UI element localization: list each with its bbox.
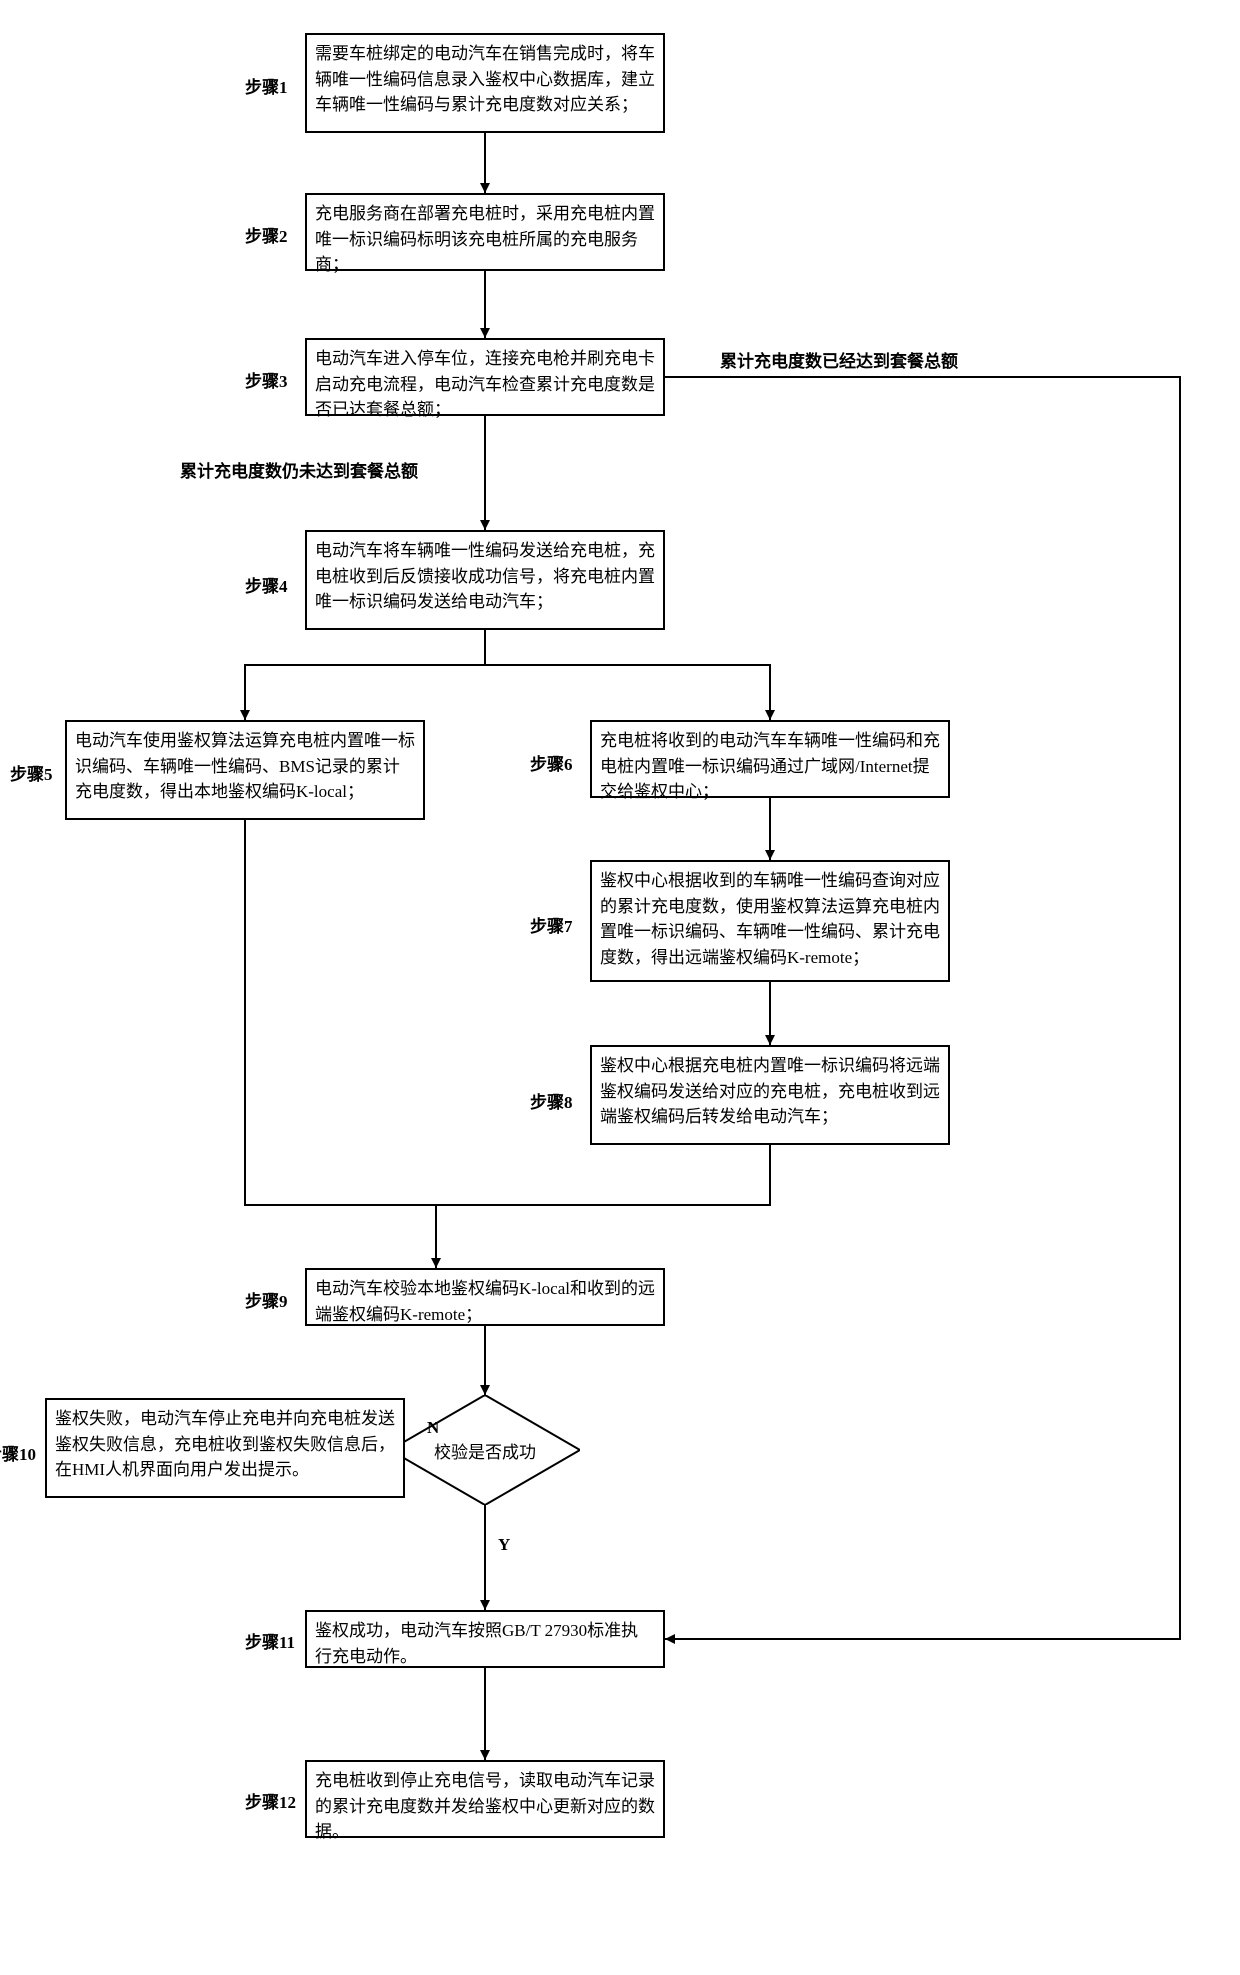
step-label-n5: 步骤5 — [10, 760, 53, 785]
step-label-n8: 步骤8 — [530, 1088, 573, 1113]
step-label-n2: 步骤2 — [245, 222, 288, 247]
decision-verify: 校验是否成功 — [390, 1395, 580, 1505]
step-label-n9: 步骤9 — [245, 1287, 288, 1312]
edge-label-e34: 累计充电度数仍未达到套餐总额 — [180, 457, 418, 482]
process-n1: 需要车桩绑定的电动汽车在销售完成时，将车辆唯一性编码信息录入鉴权中心数据库，建立… — [305, 33, 665, 133]
step-label-n3: 步骤3 — [245, 367, 288, 392]
flowchart-canvas: 校验是否成功 需要车桩绑定的电动汽车在销售完成时，将车辆唯一性编码信息录入鉴权中… — [0, 0, 1240, 1975]
edges-layer — [0, 0, 1240, 1975]
edge-9 — [436, 1145, 770, 1268]
step-label-n12: 步骤12 — [245, 1788, 296, 1813]
edge-5 — [485, 630, 770, 720]
step-label-n7: 步骤7 — [530, 912, 573, 937]
edge-3 — [665, 377, 1180, 1639]
process-n7: 鉴权中心根据收到的车辆唯一性编码查询对应的累计充电度数，使用鉴权算法运算充电桩内… — [590, 860, 950, 982]
edge-4 — [245, 630, 485, 720]
process-n12: 充电桩收到停止充电信号，读取电动汽车记录的累计充电度数并发给鉴权中心更新对应的数… — [305, 1760, 665, 1838]
step-label-n4: 步骤4 — [245, 572, 288, 597]
edge-8 — [245, 820, 436, 1205]
edge-label-e3r: 累计充电度数已经达到套餐总额 — [720, 347, 958, 372]
process-n4: 电动汽车将车辆唯一性编码发送给充电桩，充电桩收到后反馈接收成功信号，将充电桩内置… — [305, 530, 665, 630]
process-n5: 电动汽车使用鉴权算法运算充电桩内置唯一标识编码、车辆唯一性编码、BMS记录的累计… — [65, 720, 425, 820]
step-label-n1: 步骤1 — [245, 73, 288, 98]
process-n2: 充电服务商在部署充电桩时，采用充电桩内置唯一标识编码标明该充电桩所属的充电服务商… — [305, 193, 665, 271]
process-n10: 鉴权失败，电动汽车停止充电并向充电桩发送鉴权失败信息，充电桩收到鉴权失败信息后，… — [45, 1398, 405, 1498]
step-label-n6: 步骤6 — [530, 750, 573, 775]
step-label-n10: 步骤10 — [0, 1440, 36, 1465]
edge-label-dY: Y — [498, 1535, 510, 1555]
edge-label-dN: N — [427, 1418, 439, 1438]
decision-text: 校验是否成功 — [434, 1438, 536, 1463]
step-label-n11: 步骤11 — [245, 1628, 295, 1653]
process-n3: 电动汽车进入停车位，连接充电枪并刷充电卡启动充电流程，电动汽车检查累计充电度数是… — [305, 338, 665, 416]
process-n9: 电动汽车校验本地鉴权编码K-local和收到的远端鉴权编码K-remote； — [305, 1268, 665, 1326]
process-n6: 充电桩将收到的电动汽车车辆唯一性编码和充电桩内置唯一标识编码通过广域网/Inte… — [590, 720, 950, 798]
process-n8: 鉴权中心根据充电桩内置唯一标识编码将远端鉴权编码发送给对应的充电桩，充电桩收到远… — [590, 1045, 950, 1145]
process-n11: 鉴权成功，电动汽车按照GB/T 27930标准执行充电动作。 — [305, 1610, 665, 1668]
